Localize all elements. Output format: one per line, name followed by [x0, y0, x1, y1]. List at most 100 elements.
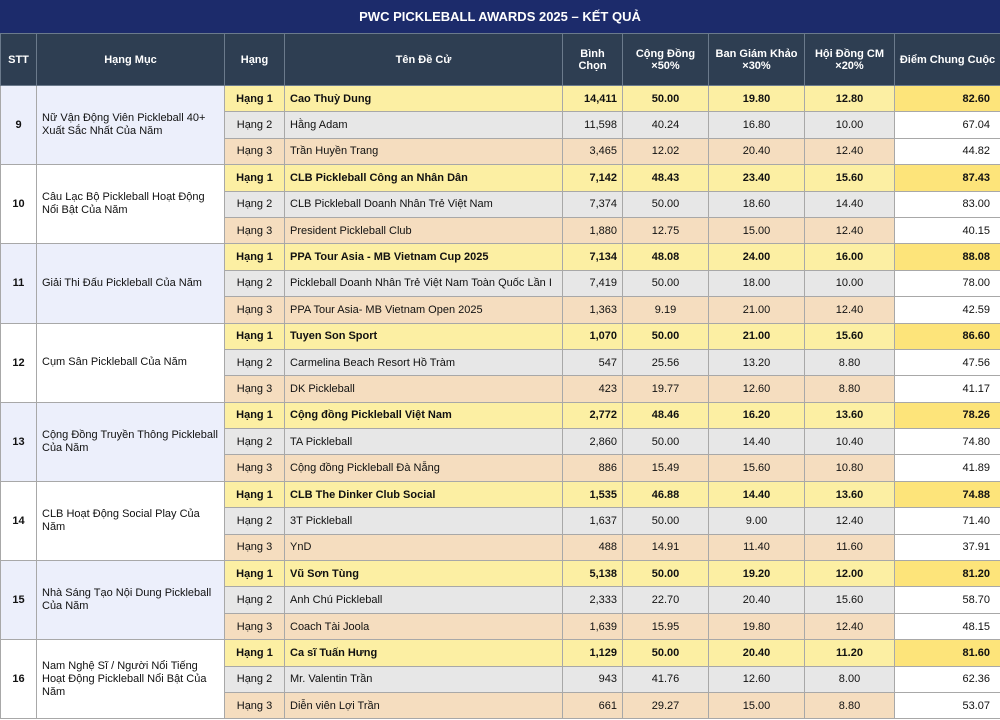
final-score: 87.43: [894, 164, 1000, 192]
votes: 547: [562, 348, 623, 377]
rank: Hạng 2: [224, 111, 285, 139]
sheet-title: PWC PICKLEBALL AWARDS 2025 – KẾT QUẢ: [0, 0, 1000, 33]
council-score: 11.60: [804, 533, 895, 562]
result-row: 13 Cộng Đồng Truyền Thông Pickleball Của …: [0, 401, 1000, 482]
result-row: Hạng 3 Trần Huyền Trang 3,465 12.02 20.40 12.…: [1, 137, 1000, 166]
final-score: 48.15: [894, 612, 1000, 641]
result-row: Hạng 3 Diễn viên Lợi Trần 661 29.27 15.00 8.8…: [1, 691, 1000, 720]
nominee: TA Pickleball: [284, 428, 563, 456]
award-category: CLB Hoạt Động Social Play Của Năm: [36, 480, 225, 562]
nominee: YnD: [284, 533, 563, 562]
nominee: Cộng đồng Pickleball Đà Nẵng: [284, 454, 563, 482]
jury-score: 20.40: [708, 137, 805, 166]
votes: 7,419: [562, 269, 623, 298]
nominee: Diễn viên Lợi Trần: [284, 691, 563, 720]
jury-score: 20.40: [708, 586, 805, 614]
rank: Hạng 3: [224, 375, 285, 403]
nominee: Vũ Sơn Tùng: [284, 560, 563, 588]
votes: 488: [562, 533, 623, 562]
rank: Hạng 2: [224, 586, 285, 614]
council-score: 12.40: [804, 137, 895, 166]
rank: Hạng 1: [224, 322, 285, 350]
nominee: Pickleball Doanh Nhân Trẻ Việt Nam Toàn …: [284, 269, 563, 298]
community-score: 9.19: [622, 296, 709, 324]
rank: Hạng 2: [224, 665, 285, 693]
votes: 1,070: [562, 322, 623, 350]
jury-score: 14.40: [708, 428, 805, 456]
council-score: 14.40: [804, 190, 895, 218]
community-score: 48.43: [622, 164, 709, 192]
council-score: 10.80: [804, 454, 895, 482]
community-score: 50.00: [622, 507, 709, 535]
community-score: 50.00: [622, 428, 709, 456]
council-score: 15.60: [804, 164, 895, 192]
votes: 423: [562, 375, 623, 403]
final-score: 71.40: [894, 507, 1000, 535]
award-category: Nam Nghệ Sĩ / Người Nổi Tiếng Hoạt Động …: [36, 639, 225, 720]
result-row: Hạng 3 President Pickleball Club 1,880 12.7…: [1, 216, 1000, 245]
rank: Hạng 3: [224, 691, 285, 720]
rank: Hạng 1: [224, 560, 285, 588]
result-row: 12 Cụm Sân Pickleball Của Năm Hạng 1 Tuyen …: [0, 322, 1000, 403]
final-score: 47.56: [894, 348, 1000, 377]
votes: 1,880: [562, 216, 623, 245]
jury-score: 11.40: [708, 533, 805, 562]
award-category: Nữ Vận Động Viên Pickleball 40+ Xuất Sắc…: [36, 84, 225, 166]
final-score: 40.15: [894, 216, 1000, 245]
award-category: Nhà Sáng Tạo Nội Dung Pickleball Của Năm: [36, 560, 225, 641]
nominee: Cao Thuỳ Dung: [284, 84, 563, 113]
nominee: PPA Tour Asia - MB Vietnam Cup 2025: [284, 243, 563, 271]
group-number: 10: [0, 164, 37, 245]
result-row: Hạng 2 Anh Chú Pickleball 2,333 22.70 20.40 1…: [1, 586, 1000, 614]
result-row: 14 CLB Hoạt Động Social Play Của Năm Hạng …: [0, 480, 1000, 562]
table-body: 9 Nữ Vận Động Viên Pickleball 40+ Xuất Sắ…: [0, 84, 1000, 720]
community-score: 46.88: [622, 480, 709, 509]
rank: Hạng 1: [224, 164, 285, 192]
column-header: STT: [0, 33, 37, 86]
rank: Hạng 3: [224, 137, 285, 166]
jury-score: 18.60: [708, 190, 805, 218]
result-row: Hạng 2 3T Pickleball 1,637 50.00 9.00 12.40 71…: [1, 507, 1000, 535]
result-row: Hạng 2 Carmelina Beach Resort Hồ Tràm 547 2…: [1, 348, 1000, 377]
rank: Hạng 2: [224, 269, 285, 298]
community-score: 22.70: [622, 586, 709, 614]
nominee: Carmelina Beach Resort Hồ Tràm: [284, 348, 563, 377]
council-score: 10.00: [804, 111, 895, 139]
final-score: 67.04: [894, 111, 1000, 139]
final-score: 42.59: [894, 296, 1000, 324]
final-score: 37.91: [894, 533, 1000, 562]
header-row: STT Hạng Mục Hạng Tên Đề Cử Bình Chọn Cộng Đồ…: [0, 33, 1000, 86]
jury-score: 19.20: [708, 560, 805, 588]
final-score: 81.60: [894, 639, 1000, 667]
jury-score: 16.20: [708, 401, 805, 430]
rank: Hạng 3: [224, 533, 285, 562]
rank: Hạng 3: [224, 216, 285, 245]
community-score: 15.49: [622, 454, 709, 482]
rank: Hạng 2: [224, 428, 285, 456]
nominee: CLB The Dinker Club Social: [284, 480, 563, 509]
council-score: 12.80: [804, 84, 895, 113]
votes: 1,637: [562, 507, 623, 535]
votes: 1,129: [562, 639, 623, 667]
votes: 7,374: [562, 190, 623, 218]
result-row: Hạng 3 Cộng đồng Pickleball Đà Nẵng 886 15.…: [1, 454, 1000, 482]
council-score: 10.40: [804, 428, 895, 456]
result-row: 15 Nhà Sáng Tạo Nội Dung Pickleball Của N…: [0, 560, 1000, 641]
jury-score: 16.80: [708, 111, 805, 139]
rank: Hạng 1: [224, 639, 285, 667]
nominee: Cộng đồng Pickleball Việt Nam: [284, 401, 563, 430]
jury-score: 12.60: [708, 375, 805, 403]
jury-score: 13.20: [708, 348, 805, 377]
final-score: 74.88: [894, 480, 1000, 509]
council-score: 10.00: [804, 269, 895, 298]
nominee: CLB Pickleball Công an Nhân Dân: [284, 164, 563, 192]
votes: 7,134: [562, 243, 623, 271]
community-score: 40.24: [622, 111, 709, 139]
final-score: 83.00: [894, 190, 1000, 218]
community-score: 50.00: [622, 322, 709, 350]
votes: 2,333: [562, 586, 623, 614]
final-score: 44.82: [894, 137, 1000, 166]
community-score: 48.46: [622, 401, 709, 430]
